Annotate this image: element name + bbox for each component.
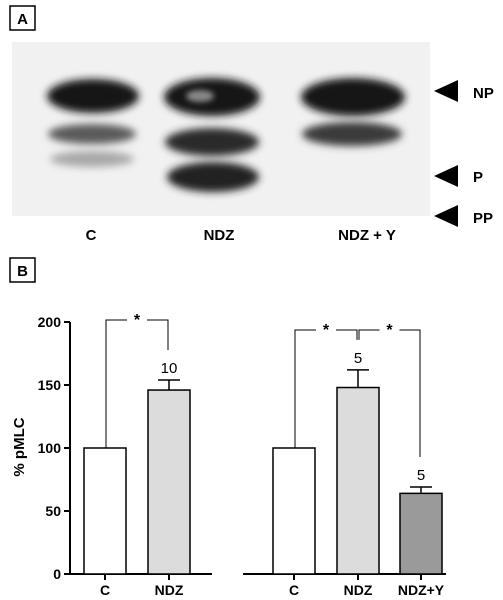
significance-label: * (323, 322, 330, 339)
y-tick-label: 0 (53, 566, 61, 582)
band-ndzy-p (302, 122, 402, 146)
panel-a-label-box (9, 5, 36, 31)
panel-b: B % pMLC 0 50 100 150 200 C 10 NDZ * C 5 NDZ 5 NDZ+Y *… (9, 257, 446, 598)
lane-label-ndz: NDZ (204, 227, 235, 244)
marker-np: NP (473, 85, 494, 102)
significance-label: * (386, 322, 393, 339)
panel-a-label: A (17, 11, 28, 28)
western-blot-image (12, 42, 430, 216)
significance-bracket (294, 329, 358, 448)
significance-bracket (358, 329, 421, 458)
bar (272, 447, 316, 575)
marker-pp: PP (473, 210, 493, 227)
x-tick-label: C (100, 582, 110, 598)
n-label: 5 (354, 350, 362, 367)
band-c-p (48, 124, 136, 144)
x-tick-label: NDZ+Y (398, 582, 445, 598)
lane-label-c: C (86, 227, 97, 244)
y-tick-label: 50 (45, 503, 61, 519)
panel-a: A NP P PP C NDZ NDZ + Y (9, 5, 494, 244)
bar (147, 389, 191, 575)
band-ndzy-np (301, 78, 405, 116)
bar (399, 492, 443, 575)
y-axis-label: % pMLC (11, 417, 28, 476)
panel-b-label-box (9, 257, 36, 283)
y-tick-label: 100 (38, 440, 62, 456)
lane-label-ndz-y: NDZ + Y (338, 227, 396, 244)
panel-b-label: B (17, 263, 28, 280)
y-tick-label: 150 (38, 377, 62, 393)
band-ndz-pp (167, 162, 259, 192)
p-arrow-icon (434, 165, 458, 187)
np-arrow-icon (434, 80, 458, 102)
band-ndz-p (165, 128, 259, 156)
significance-label: * (134, 312, 141, 329)
n-label: 5 (417, 467, 425, 484)
band-c-np (47, 79, 139, 113)
marker-p: P (473, 169, 483, 186)
band-ndz-np-smear (186, 90, 214, 102)
band-c-pp (50, 151, 134, 167)
bar-chart: 0 50 100 150 200 C 10 NDZ * C 5 NDZ 5 NDZ+Y * * (38, 312, 446, 598)
significance-bracket (105, 319, 169, 448)
bar (336, 386, 380, 575)
x-tick-label: C (289, 582, 299, 598)
pp-arrow-icon (434, 205, 458, 227)
n-label: 10 (161, 360, 178, 377)
bar (83, 447, 127, 575)
y-tick-label: 200 (38, 314, 62, 330)
x-tick-label: NDZ (155, 582, 184, 598)
x-tick-label: NDZ (344, 582, 373, 598)
